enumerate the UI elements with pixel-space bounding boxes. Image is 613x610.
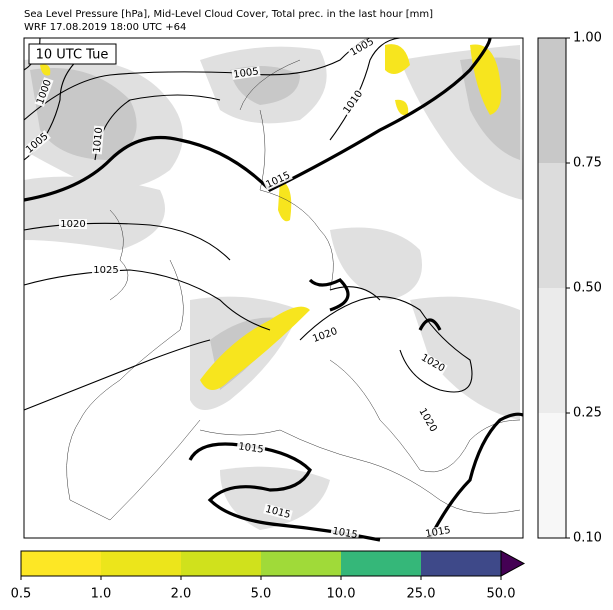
tick-label: 0.10 xyxy=(573,531,602,546)
isobar-label-bg xyxy=(59,219,87,229)
cloud-colorbar: 0.10 0.25 0.50 0.75 1.00 xyxy=(537,31,602,546)
isobar-label: 1005 xyxy=(233,66,260,80)
tick-label: 5.0 xyxy=(251,587,272,602)
map-frame xyxy=(23,37,524,539)
time-label: 10 UTC Tue xyxy=(36,48,109,63)
tick-label: 0.25 xyxy=(573,406,602,421)
isobar-label-bg xyxy=(340,87,366,117)
isobar-label: 1015 xyxy=(425,525,452,540)
isobar-label: 1015 xyxy=(331,526,358,541)
tick-label: 1.0 xyxy=(91,587,112,602)
isobar-label-bg xyxy=(231,66,261,80)
colorbar-segment xyxy=(538,413,566,538)
tick-label: 0.5 xyxy=(11,587,32,602)
isobar-label: 1025 xyxy=(93,265,118,276)
isobar-label-bg xyxy=(92,265,120,275)
tick-label: 1.00 xyxy=(573,31,602,46)
subtitle: WRF 17.08.2019 18:00 UTC +64 xyxy=(24,22,186,33)
precip-colorbar: 0.5 1.0 2.0 5.0 10.0 25.0 50.0 xyxy=(11,550,526,602)
isobar-label-bg xyxy=(423,524,453,540)
isobar-label: 1020 xyxy=(60,219,85,230)
time-box xyxy=(28,43,117,65)
isobar-label-bg xyxy=(91,125,105,155)
colorbar-segment xyxy=(101,551,181,576)
isobar-label-bg xyxy=(263,503,293,521)
colorbar-segment xyxy=(181,551,261,576)
colorbar-segment xyxy=(538,38,566,163)
tick-label: 2.0 xyxy=(171,587,192,602)
isobar-label: 1010 xyxy=(92,127,105,153)
tick-label: 25.0 xyxy=(407,587,436,602)
isobar-label-bg xyxy=(23,130,51,156)
isobar-label-bg xyxy=(347,35,377,59)
colorbar-segment xyxy=(261,551,341,576)
tick-label: 50.0 xyxy=(487,587,516,602)
tick-label: 10.0 xyxy=(327,587,356,602)
isobar-label-bg xyxy=(416,405,440,435)
colorbar-segment xyxy=(341,551,421,576)
title: Sea Level Pressure [hPa], Mid-Level Clou… xyxy=(24,9,433,20)
isobar-label-bg xyxy=(418,351,448,375)
colorbar-segment xyxy=(421,551,501,576)
colorbar-segment xyxy=(538,163,566,288)
colorbar-segment xyxy=(538,288,566,413)
colorbar-extend xyxy=(500,550,526,577)
coastlines xyxy=(66,59,521,521)
isobar-label-bg xyxy=(236,441,266,455)
isobar-label-bg xyxy=(310,325,340,345)
isobar-label-bg xyxy=(263,169,293,191)
isobar-label: 1015 xyxy=(238,441,265,455)
isobar-label-bg xyxy=(34,77,54,107)
tick-label: 0.50 xyxy=(573,281,602,296)
isobar-label-bg xyxy=(330,525,360,541)
colorbar-segment xyxy=(21,551,101,576)
tick-label: 0.75 xyxy=(573,156,602,171)
